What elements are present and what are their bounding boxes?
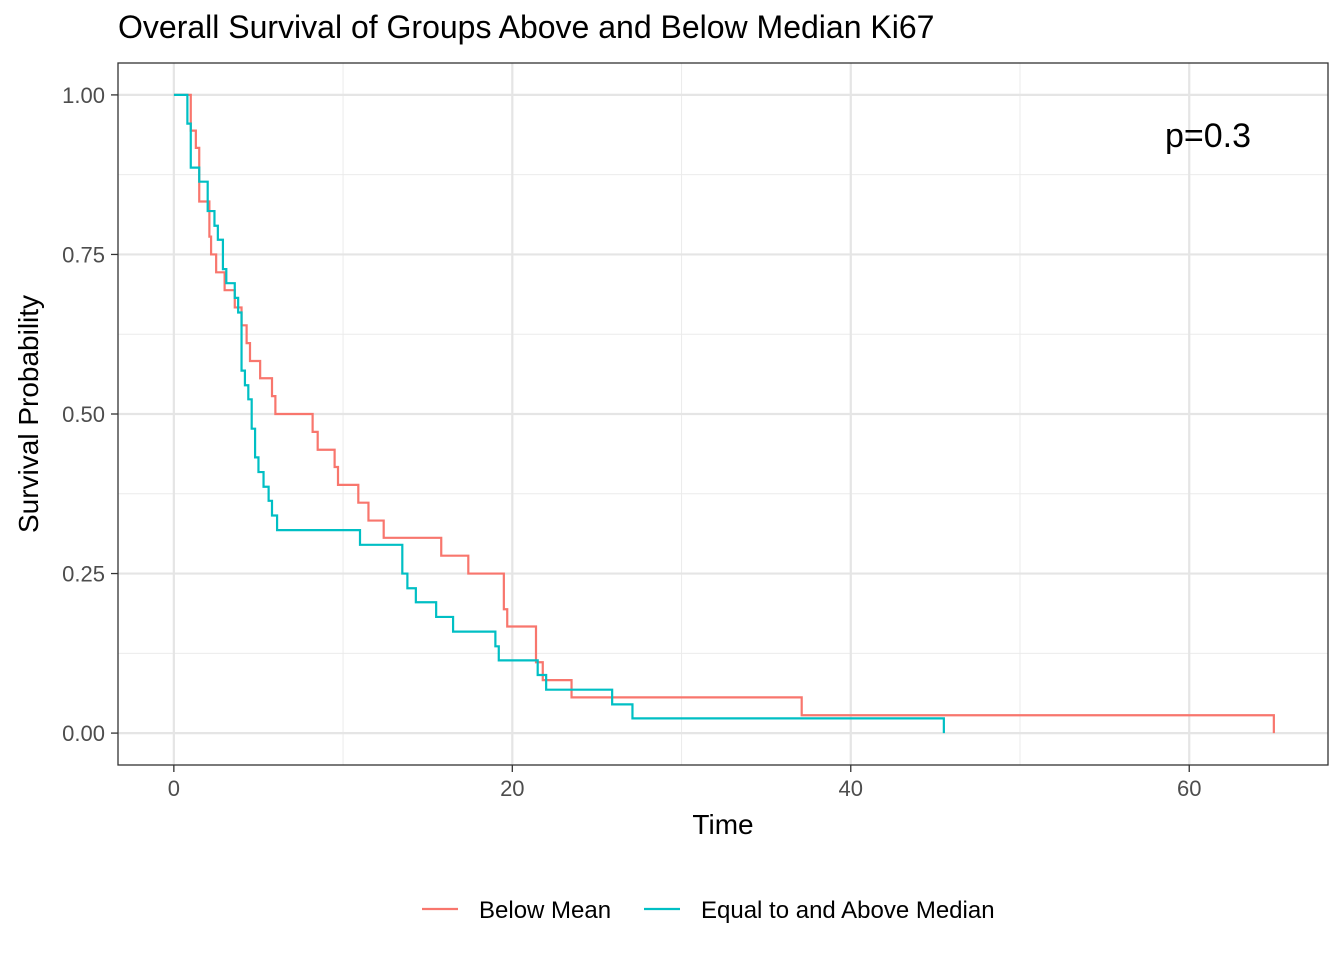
series-layer: [173, 93, 1275, 734]
y-tick-label: 0.50: [62, 402, 105, 427]
y-tick-label: 0.00: [62, 721, 105, 746]
axes: 0 20 40 60 0.00 0.25 0.50 0.75 1.00: [62, 83, 1201, 801]
y-axis-title: Survival Probability: [13, 295, 44, 533]
legend: Below Mean Equal to and Above Median: [422, 897, 995, 924]
x-tick-label: 40: [839, 776, 863, 801]
x-tick-label: 20: [500, 776, 524, 801]
y-tick-label: 0.75: [62, 242, 105, 267]
y-tick-label: 0.25: [62, 562, 105, 587]
legend-label-1: Below Mean: [479, 897, 611, 924]
legend-label-2: Equal to and Above Median: [701, 897, 995, 924]
series-line-2: [173, 93, 945, 734]
x-tick-label: 60: [1177, 776, 1201, 801]
y-tick-label: 1.00: [62, 83, 105, 108]
grid-lines: [118, 63, 1328, 765]
chart-title: Overall Survival of Groups Above and Bel…: [118, 9, 934, 45]
p-value-annotation: p=0.3: [1165, 117, 1251, 155]
series-line-1: [173, 93, 1275, 734]
x-tick-label: 0: [168, 776, 180, 801]
x-axis-title: Time: [692, 809, 753, 840]
